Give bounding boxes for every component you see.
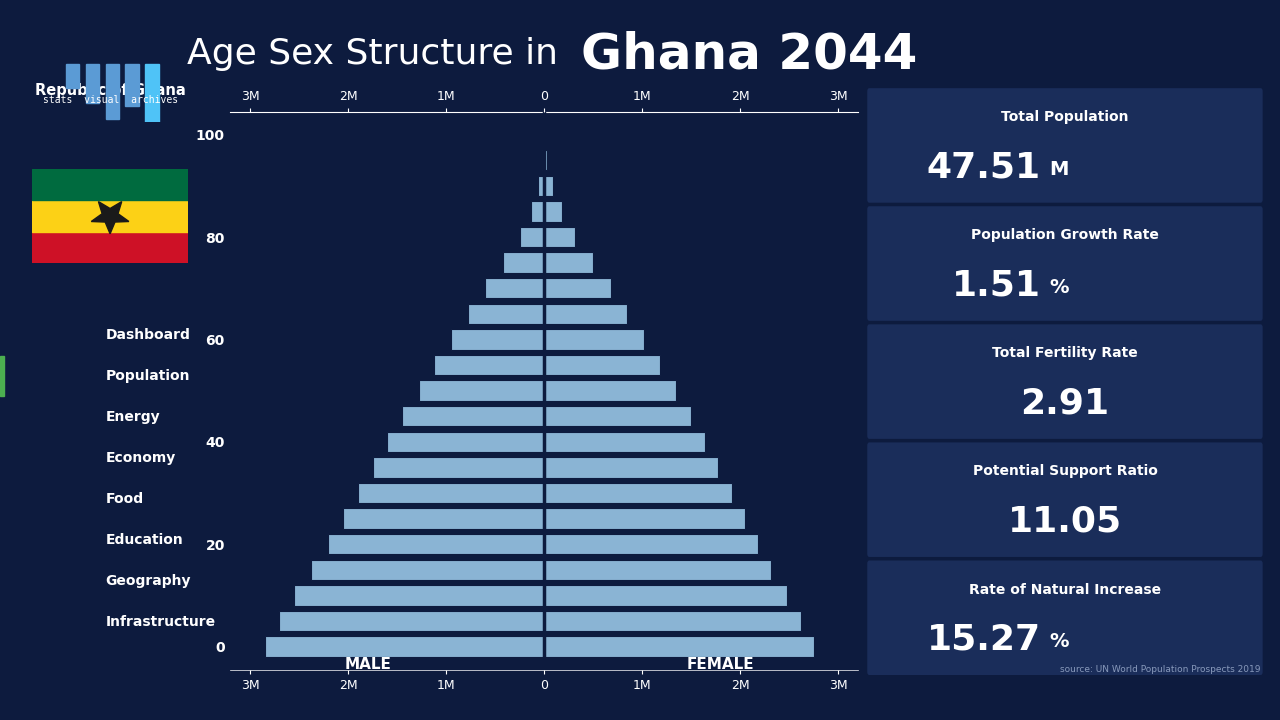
Text: Education: Education	[106, 533, 183, 547]
Bar	[544, 431, 705, 452]
Bar	[32, 169, 188, 200]
Bar	[544, 380, 676, 401]
Text: FEMALE: FEMALE	[686, 657, 754, 672]
Bar	[544, 406, 691, 426]
Text: Republic of Ghana: Republic of Ghana	[35, 83, 186, 97]
FancyBboxPatch shape	[868, 324, 1262, 439]
Text: MALE: MALE	[344, 657, 390, 672]
Text: Potential Support Ratio: Potential Support Ratio	[973, 464, 1157, 478]
Bar	[520, 227, 544, 247]
Bar	[544, 227, 576, 247]
Bar	[544, 329, 644, 350]
Bar	[372, 457, 544, 477]
Bar	[544, 253, 593, 273]
Text: 47.51: 47.51	[927, 150, 1041, 184]
Bar	[294, 585, 544, 606]
Bar	[419, 380, 544, 401]
Bar	[343, 508, 544, 528]
Bar	[485, 278, 544, 299]
Bar	[434, 355, 544, 375]
Bar	[544, 482, 732, 503]
Text: Total Population: Total Population	[1001, 110, 1129, 124]
Text: 11.05: 11.05	[1007, 505, 1123, 539]
Text: Infrastructure: Infrastructure	[106, 615, 216, 629]
Bar	[531, 201, 544, 222]
Bar	[503, 253, 544, 273]
Text: Rate of Natural Increase: Rate of Natural Increase	[969, 582, 1161, 596]
Bar	[329, 534, 544, 554]
FancyBboxPatch shape	[868, 88, 1262, 203]
Bar	[467, 304, 544, 324]
Text: Age Sex Structure in: Age Sex Structure in	[187, 37, 570, 71]
Bar	[388, 431, 544, 452]
Bar	[544, 201, 562, 222]
Bar	[86, 63, 99, 104]
Text: 15.27: 15.27	[927, 623, 1041, 657]
Bar	[451, 329, 544, 350]
Text: M: M	[1050, 160, 1069, 179]
FancyBboxPatch shape	[868, 442, 1262, 557]
Bar	[279, 611, 544, 631]
Text: stats  visual  archives: stats visual archives	[42, 95, 178, 105]
Bar	[538, 176, 544, 196]
Bar	[544, 150, 547, 171]
Bar	[106, 63, 119, 119]
Text: 2.91: 2.91	[1020, 387, 1110, 420]
Text: Ghana 2044: Ghana 2044	[581, 30, 916, 78]
Bar	[146, 63, 159, 125]
Text: %: %	[1050, 632, 1069, 652]
Bar	[544, 534, 758, 554]
Bar	[358, 482, 544, 503]
Text: Energy: Energy	[106, 410, 160, 424]
Bar	[67, 63, 79, 88]
Bar	[541, 150, 544, 171]
Bar	[544, 457, 718, 477]
FancyBboxPatch shape	[868, 206, 1262, 321]
Text: Economy: Economy	[106, 451, 175, 465]
Text: 1.51: 1.51	[952, 269, 1041, 302]
Bar	[544, 355, 659, 375]
Bar	[311, 559, 544, 580]
Bar	[32, 200, 188, 232]
Bar	[125, 63, 138, 107]
Text: Population: Population	[106, 369, 191, 383]
Bar	[544, 611, 801, 631]
Text: %: %	[1050, 278, 1069, 297]
FancyBboxPatch shape	[868, 560, 1262, 675]
Bar	[544, 278, 611, 299]
Bar	[544, 636, 814, 657]
Text: Food: Food	[106, 492, 143, 506]
Bar	[544, 176, 553, 196]
Text: Population Growth Rate: Population Growth Rate	[972, 228, 1158, 242]
Text: Geography: Geography	[106, 574, 191, 588]
Text: source: UN World Population Prospects 2019: source: UN World Population Prospects 20…	[1060, 665, 1261, 674]
Bar	[32, 232, 188, 263]
Bar	[0, 356, 4, 396]
Bar	[544, 304, 627, 324]
Bar	[544, 508, 745, 528]
Bar	[544, 585, 787, 606]
Bar	[402, 406, 544, 426]
Bar	[544, 559, 772, 580]
Text: Total Fertility Rate: Total Fertility Rate	[992, 346, 1138, 360]
Polygon shape	[91, 202, 129, 234]
Bar	[265, 636, 544, 657]
Text: Dashboard: Dashboard	[106, 328, 191, 342]
